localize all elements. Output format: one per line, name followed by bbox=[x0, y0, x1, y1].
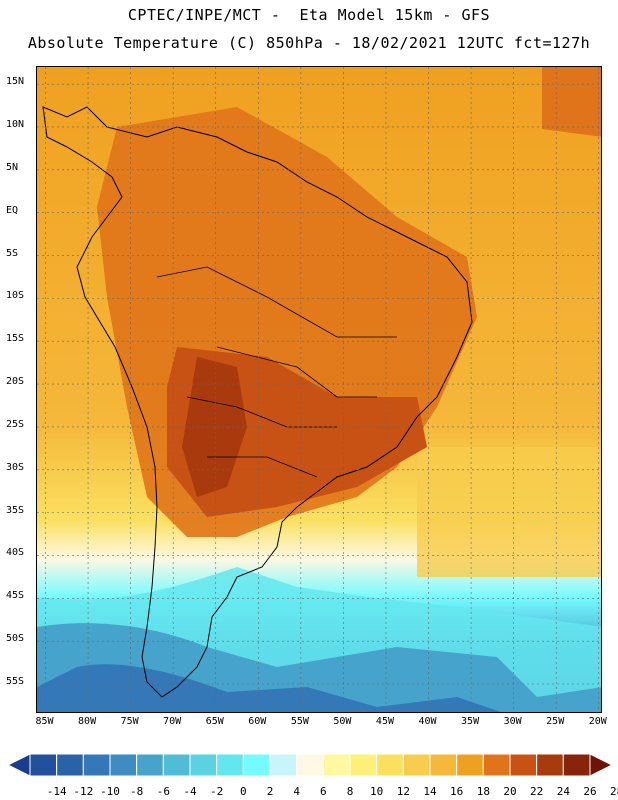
lat-label: 40S bbox=[6, 547, 25, 559]
lon-label: 70W bbox=[163, 716, 182, 727]
colorbar-label: 2 bbox=[266, 785, 274, 798]
lat-label: 15S bbox=[6, 333, 25, 345]
chart-title: CPTEC/INPE/MCT - Eta Model 15km - GFS bbox=[127, 6, 491, 24]
colorbar-swatch bbox=[296, 753, 324, 777]
colorbar-swatch bbox=[82, 753, 111, 777]
lon-label: 85W bbox=[35, 716, 54, 727]
colorbar-label: 22 bbox=[530, 785, 544, 798]
colorbar-label: 28 bbox=[610, 785, 618, 798]
field-ocean-east bbox=[417, 447, 601, 577]
colorbar-label: 20 bbox=[503, 785, 517, 798]
colorbar-label: 14 bbox=[423, 785, 437, 798]
colorbar-swatch bbox=[402, 753, 431, 777]
lon-label: 40W bbox=[418, 716, 437, 727]
colorbar-swatch bbox=[562, 753, 591, 777]
colorbar-label: 10 bbox=[370, 785, 384, 798]
colorbar-label: -10 bbox=[100, 785, 120, 798]
colorbar-label: 16 bbox=[450, 785, 464, 798]
colorbar-swatch bbox=[376, 753, 404, 777]
colorbar-swatch bbox=[242, 753, 271, 777]
lat-label: 5S bbox=[6, 247, 19, 259]
temperature-map bbox=[36, 66, 602, 713]
lon-label: 55W bbox=[290, 716, 309, 727]
field-warm-ne bbox=[542, 67, 601, 137]
colorbar-swatch bbox=[429, 753, 458, 777]
lon-label: 45W bbox=[375, 716, 394, 727]
lat-label: 55S bbox=[6, 676, 25, 687]
map-canvas bbox=[37, 67, 601, 712]
colorbar-swatch bbox=[536, 753, 564, 777]
lat-label: 35S bbox=[6, 504, 25, 516]
lat-label: 25S bbox=[6, 418, 25, 430]
colorbar-swatch bbox=[269, 753, 298, 777]
lon-label: 20W bbox=[588, 716, 607, 727]
lon-label: 75W bbox=[120, 716, 139, 727]
colorbar-swatch bbox=[162, 753, 191, 777]
colorbar-swatch bbox=[109, 753, 138, 777]
colorbar-label: 0 bbox=[240, 785, 247, 798]
lon-label: 80W bbox=[78, 716, 97, 727]
lon-label: 30W bbox=[503, 716, 522, 727]
chart-subtitle: Absolute Temperature (C) 850hPa - 18/02/… bbox=[27, 34, 591, 52]
colorbar-label: -6 bbox=[156, 785, 170, 798]
lat-label: 45S bbox=[6, 590, 25, 602]
colorbar-label: -8 bbox=[130, 785, 144, 798]
colorbar-label: 6 bbox=[320, 785, 327, 798]
lat-label: 50S bbox=[6, 633, 25, 645]
lat-label: 15N bbox=[6, 76, 25, 88]
lon-label: 35W bbox=[461, 716, 480, 727]
colorbar-swatch bbox=[322, 753, 351, 777]
colorbar-swatch bbox=[456, 753, 484, 777]
lat-label: EQ bbox=[6, 204, 19, 216]
colorbar-max-arrow bbox=[589, 753, 612, 777]
colorbar-label: 18 bbox=[476, 785, 490, 798]
lon-label: 60W bbox=[248, 716, 267, 727]
colorbar-swatch bbox=[56, 753, 84, 777]
lon-label: 65W bbox=[205, 716, 224, 727]
lon-label: 25W bbox=[546, 716, 565, 727]
colorbar-label: 24 bbox=[556, 785, 570, 798]
lat-label: 30S bbox=[6, 461, 25, 473]
colorbar-label: 4 bbox=[293, 785, 300, 798]
colorbar-swatch bbox=[189, 753, 218, 777]
lat-label: 5N bbox=[6, 161, 19, 173]
colorbar-label: -2 bbox=[210, 785, 224, 798]
colorbar-swatch bbox=[509, 753, 538, 777]
colorbar-label: -12 bbox=[73, 785, 94, 798]
colorbar-label: -4 bbox=[183, 785, 197, 798]
lat-label: 20S bbox=[6, 376, 25, 388]
colorbar-swatch bbox=[349, 753, 378, 777]
field-land-hottest bbox=[182, 357, 247, 497]
coastline bbox=[42, 106, 473, 698]
colorbar-swatch bbox=[216, 753, 244, 777]
colorbar-label: -14 bbox=[46, 785, 67, 798]
country-borders bbox=[156, 266, 397, 478]
field-coldest-south bbox=[37, 664, 502, 712]
colorbar-label: 12 bbox=[396, 785, 410, 798]
colorbar-min-arrow bbox=[8, 753, 31, 777]
lat-label: 10S bbox=[6, 290, 25, 302]
colorbar-swatch bbox=[136, 753, 164, 777]
gridlines bbox=[37, 67, 601, 712]
colorbar bbox=[8, 753, 612, 777]
lon-label: 50W bbox=[333, 716, 352, 727]
colorbar-label: 26 bbox=[583, 785, 597, 798]
colorbar-swatch bbox=[29, 753, 58, 777]
colorbar-label: 8 bbox=[346, 785, 354, 798]
colorbar-swatch bbox=[482, 753, 511, 777]
lat-label: 10N bbox=[6, 118, 25, 130]
